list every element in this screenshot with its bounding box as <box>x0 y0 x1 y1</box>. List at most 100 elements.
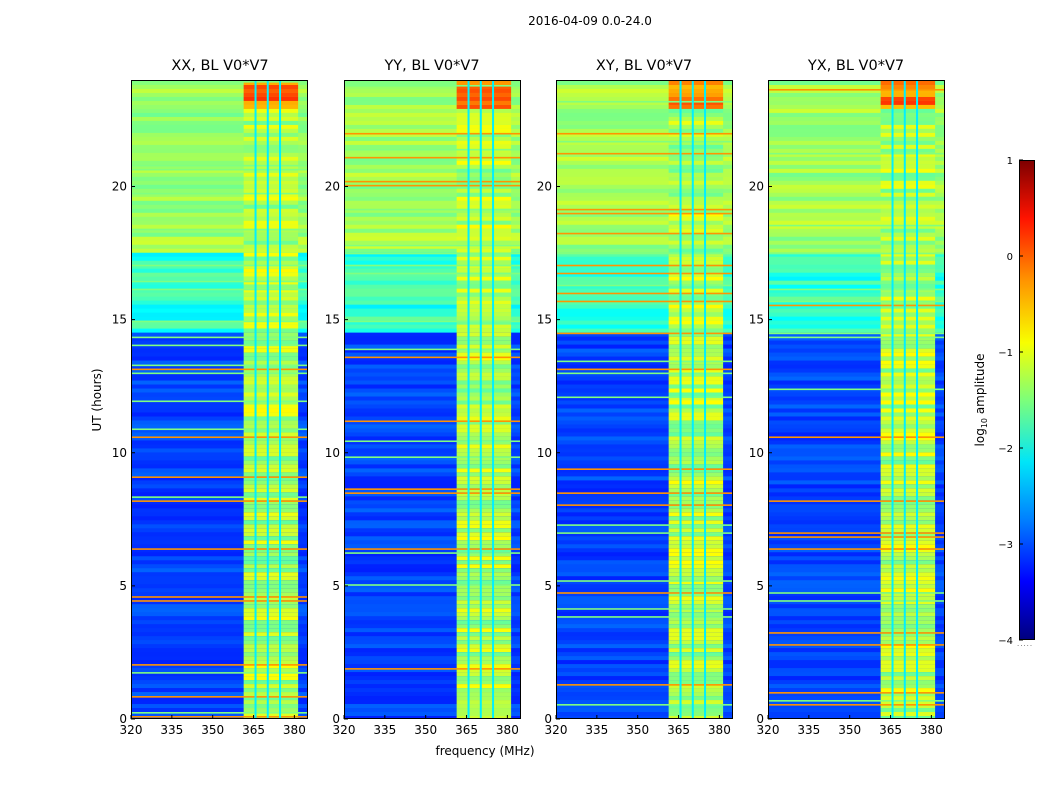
heatmap-row <box>132 672 307 677</box>
heatmap-row <box>132 468 307 473</box>
heatmap-row <box>557 368 732 373</box>
heatmap-row <box>557 656 732 661</box>
heatmap-row <box>132 96 307 102</box>
heatmap-band-cell <box>243 564 299 569</box>
heatmap-row <box>345 556 520 561</box>
heatmap-row <box>132 576 307 581</box>
heatmap-row <box>345 288 520 294</box>
heatmap-band-cell <box>668 588 724 593</box>
heatmap-yx <box>769 81 944 718</box>
heatmap-row <box>769 420 944 425</box>
heatmap-line <box>769 332 944 335</box>
heatmap-band-cell <box>880 556 936 561</box>
heatmap-band-cell <box>668 704 724 709</box>
heatmap-row <box>769 520 944 525</box>
heatmap-row <box>557 260 732 266</box>
heatmap-band-cell <box>668 140 724 146</box>
heatmap-band-cell <box>243 264 299 270</box>
heatmap-row <box>132 436 307 441</box>
heatmap-band-cell <box>880 476 936 481</box>
heatmap-row <box>345 632 520 637</box>
heatmap-row <box>345 524 520 529</box>
heatmap-row <box>769 320 944 326</box>
heatmap-band-cell <box>243 224 299 230</box>
heatmap-band-cell <box>456 248 512 254</box>
heatmap-band-cell <box>243 672 299 677</box>
heatmap-row <box>557 644 732 649</box>
heatmap-band-cell <box>243 424 299 429</box>
heatmap-line <box>557 152 732 155</box>
heatmap-row <box>769 432 944 437</box>
y-tick-label: 0 <box>544 712 552 726</box>
heatmap-row <box>345 172 520 178</box>
heatmap-line <box>769 304 944 307</box>
heatmap-band-cell <box>880 304 936 310</box>
heatmap-row <box>132 492 307 497</box>
heatmap-row <box>769 264 944 270</box>
heatmap-row <box>132 340 307 345</box>
heatmap-line <box>345 456 520 459</box>
heatmap-line <box>557 704 732 706</box>
heatmap-band-cell <box>456 384 512 389</box>
heatmap-row <box>769 332 944 337</box>
heatmap-band-cell <box>456 452 512 457</box>
heatmap-band-cell <box>880 360 936 365</box>
heatmap-band-cell <box>243 520 299 525</box>
heatmap-row <box>132 260 307 266</box>
heatmap-band-cell <box>880 332 936 337</box>
heatmap-line <box>132 428 307 431</box>
heatmap-band-cell <box>880 488 936 493</box>
y-tick-label: 15 <box>112 313 127 327</box>
heatmap-band-cell <box>456 504 512 509</box>
heatmap-row <box>557 236 732 242</box>
heatmap-row <box>769 564 944 569</box>
heatmap-band-cell <box>668 580 724 585</box>
heatmap-band-cell <box>243 216 299 222</box>
heatmap-line <box>557 524 732 526</box>
heatmap-band-cell <box>880 152 936 158</box>
heatmap-row <box>769 376 944 381</box>
heatmap-band-cell <box>243 604 299 609</box>
heatmap-row <box>557 532 732 537</box>
heatmap-band-cell <box>668 352 724 357</box>
heatmap-row <box>557 328 732 333</box>
heatmap-band-cell <box>880 288 936 294</box>
heatmap-row <box>345 668 520 673</box>
heatmap-row <box>557 312 732 318</box>
heatmap-band-cell <box>668 628 724 633</box>
heatmap-row <box>345 156 520 162</box>
heatmap-band-cell <box>668 132 724 138</box>
heatmap-row <box>132 324 307 330</box>
heatmap-row <box>345 100 520 106</box>
heatmap-row <box>769 532 944 537</box>
heatmap-row <box>557 448 732 453</box>
heatmap-row <box>557 456 732 461</box>
heatmap-row <box>132 332 307 337</box>
heatmap-row <box>557 444 732 449</box>
heatmap-band-cell <box>456 328 512 333</box>
heatmap-band-cell <box>243 384 299 389</box>
heatmap-band-gap <box>891 81 894 718</box>
heatmap-row <box>769 640 944 645</box>
heatmap-band-cell <box>456 412 512 417</box>
heatmap-band-cell <box>880 664 936 669</box>
heatmap-row <box>345 400 520 405</box>
heatmap-band-gap <box>691 81 694 718</box>
heatmap-row <box>132 676 307 681</box>
heatmap-row <box>557 520 732 525</box>
heatmap-row <box>345 184 520 190</box>
heatmap-row <box>557 692 732 697</box>
heatmap-row <box>769 396 944 401</box>
y-tick-label: 20 <box>749 180 764 194</box>
heatmap-band-cell <box>668 616 724 621</box>
heatmap-band-cell <box>456 224 512 230</box>
heatmap-band-cell <box>456 684 512 689</box>
heatmap-band-cell <box>243 552 299 557</box>
heatmap-band-cell <box>668 660 724 665</box>
heatmap-band-cell <box>880 416 936 421</box>
heatmap-band-cell <box>456 564 512 569</box>
y-tick-label: 0 <box>332 712 340 726</box>
heatmap-band-cell <box>456 160 512 166</box>
heatmap-band-cell <box>880 544 936 549</box>
heatmap-band-cell <box>880 156 936 162</box>
